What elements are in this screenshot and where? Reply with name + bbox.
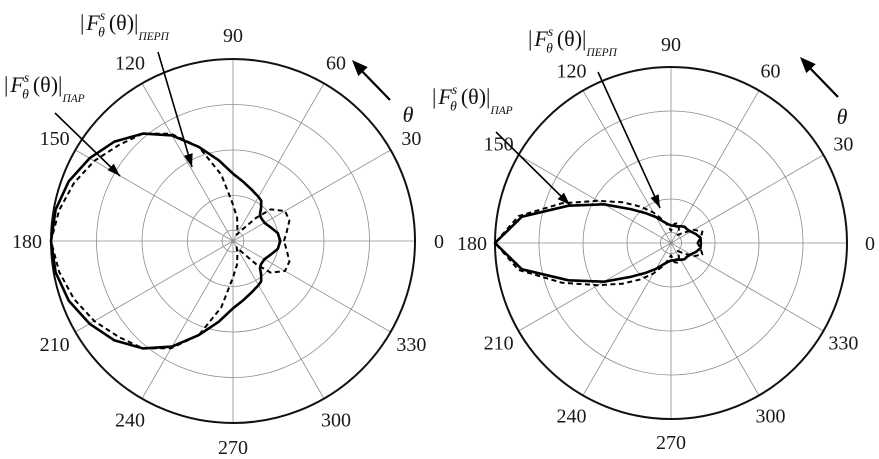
- label-pointer-line: [495, 131, 571, 206]
- grid-spoke: [141, 240, 234, 399]
- angle-tick-label: 210: [40, 334, 70, 356]
- series-label-dashed: |Fs θ (θ)|ПЕРП: [80, 8, 170, 43]
- grid-spoke: [582, 242, 672, 396]
- angle-tick-label: 150: [484, 134, 514, 156]
- angle-tick-label: 120: [115, 53, 145, 75]
- angle-tick-label: 270: [656, 432, 686, 454]
- label-pointer-head: [557, 192, 570, 205]
- angle-tick-label: 0: [865, 233, 875, 255]
- angle-tick-label: 30: [401, 128, 421, 150]
- angle-tick-label: 30: [833, 134, 853, 156]
- label-main: F: [85, 10, 100, 35]
- grid-spoke: [670, 90, 760, 244]
- angle-tick-label: 240: [557, 405, 587, 427]
- angle-tick-label: 240: [115, 409, 145, 431]
- theta-symbol: θ: [837, 104, 848, 129]
- grid-spoke: [582, 90, 672, 244]
- grid-spoke: [670, 242, 760, 396]
- grid-spoke: [75, 149, 234, 242]
- label-pointer-head: [650, 194, 660, 208]
- grid-spoke: [518, 154, 672, 244]
- label-main: F: [437, 84, 452, 109]
- direction-arrow-shaft: [357, 66, 391, 101]
- series-label-solid: |Fs θ (θ)|ПАР: [432, 82, 513, 117]
- angle-tick-label: 60: [326, 53, 346, 75]
- grid-spoke: [232, 240, 325, 399]
- series-label-solid: |Fs θ (θ)|ПАР: [4, 70, 85, 105]
- angle-tick-label: 300: [321, 409, 351, 431]
- label-pointer-head: [107, 163, 120, 176]
- angle-tick-label: 330: [828, 333, 858, 355]
- angle-tick-label: 90: [223, 25, 243, 47]
- label-pointer-line: [597, 71, 661, 209]
- angle-tick-label: 60: [761, 61, 781, 83]
- grid-spoke: [670, 154, 824, 244]
- angle-tick-label: 150: [40, 128, 70, 150]
- polar-chart-right: 0 30 60 90 120 150 180 210 240 270 300 330 θ |Fs θ (θ)|…: [432, 24, 875, 454]
- series-line-solid: [493, 203, 703, 283]
- direction-arrow-head: [352, 60, 368, 77]
- grid-spoke: [232, 149, 391, 242]
- label-main: F: [533, 26, 548, 51]
- label-pointer-line: [157, 51, 193, 168]
- grid-spoke: [232, 240, 391, 333]
- grid-spoke: [518, 242, 672, 332]
- grid-spoke: [141, 83, 234, 242]
- grid-spoke: [232, 83, 325, 242]
- angle-tick-label: 270: [218, 437, 248, 459]
- angle-tick-label: 210: [484, 333, 514, 355]
- angle-tick-label: 180: [12, 231, 42, 253]
- polar-chart-left: 0 30 60 90 120 150 180 210 240 270 300 330 θ |Fs θ (θ)|…: [4, 8, 444, 459]
- grid-spoke: [670, 242, 824, 332]
- direction-arrow-shaft: [805, 63, 839, 98]
- label-pointer-head: [183, 153, 193, 167]
- theta-symbol: θ: [403, 102, 414, 127]
- angle-tick-label: 90: [661, 34, 681, 56]
- label-pointer-line: [54, 112, 121, 177]
- grid-spoke: [75, 240, 234, 333]
- series-label-dashed: |Fs θ (θ)|ПЕРП: [528, 24, 618, 59]
- angle-tick-label: 0: [434, 231, 444, 253]
- angle-tick-label: 120: [557, 61, 587, 83]
- series-line-dashed: [494, 199, 704, 287]
- direction-arrow-head: [800, 57, 816, 74]
- angle-tick-label: 330: [396, 334, 426, 356]
- series-line-dashed: [50, 132, 291, 350]
- label-main: F: [9, 72, 24, 97]
- angle-tick-label: 300: [756, 405, 786, 427]
- angle-tick-label: 180: [457, 233, 487, 255]
